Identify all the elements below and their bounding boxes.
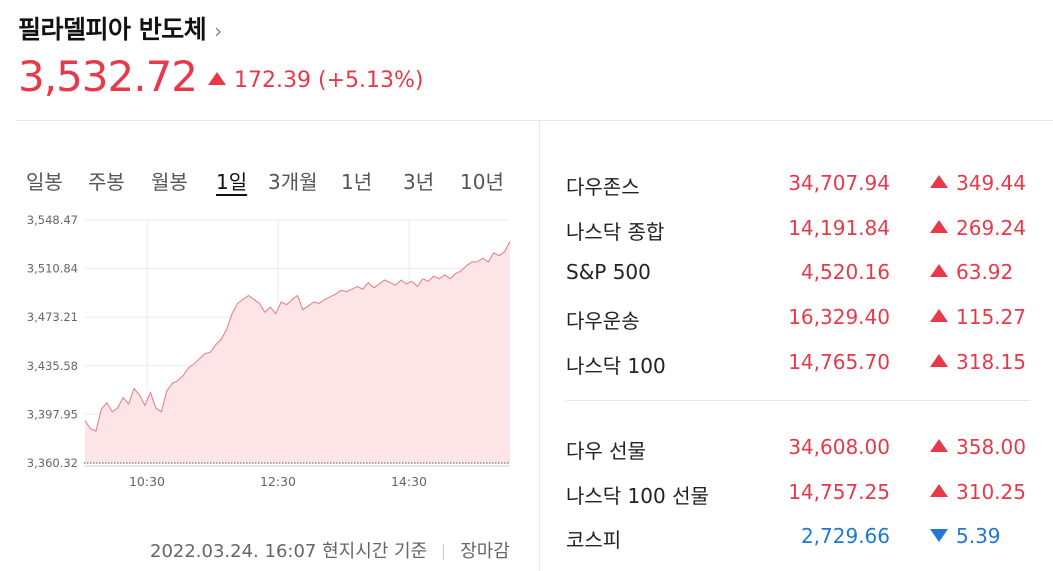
index-value: 2,729.66: [800, 524, 890, 549]
y-tick-label: 3,435.58: [27, 359, 78, 373]
tab-3month[interactable]: 3개월: [268, 170, 318, 194]
up-triangle-icon: [930, 353, 948, 367]
index-change: 269.24: [930, 216, 1026, 240]
price-area: [85, 241, 510, 463]
index-name: 나스닥 100 선물: [566, 483, 709, 508]
vertical-divider: [539, 120, 540, 571]
index-change: 358.00: [930, 435, 1026, 459]
index-value: 16,329.40: [788, 305, 890, 330]
index-row[interactable]: 나스닥 종합 14,191.84 269.24: [566, 216, 1030, 246]
divider: [566, 400, 1030, 401]
index-change: 63.92: [930, 260, 1013, 284]
y-tick-label: 3,360.32: [27, 456, 78, 470]
index-change: 5.39: [930, 524, 1001, 548]
index-change-value: 115.27: [956, 305, 1026, 330]
index-value: 14,757.25: [788, 479, 890, 504]
index-title-text: 필라델피아 반도체: [18, 15, 207, 44]
index-value: 14,765.70: [788, 349, 890, 374]
index-change-value: 5.39: [956, 524, 1001, 549]
tab-weekly[interactable]: 주봉: [88, 170, 125, 194]
market-status: 장마감: [460, 541, 510, 562]
index-row[interactable]: 나스닥 100 선물 14,757.25 310.25: [566, 480, 1030, 510]
index-value: 34,608.00: [788, 435, 890, 459]
change-value: 172.39: [234, 68, 311, 93]
divider: [16, 120, 1053, 121]
index-value: 4,520.16: [800, 260, 890, 285]
index-row[interactable]: 코스피 2,729.66 5.39: [566, 524, 1030, 554]
y-tick-label: 3,473.21: [27, 310, 78, 324]
y-tick-label: 3,510.84: [27, 262, 78, 276]
index-name: 나스닥 종합: [566, 219, 665, 244]
index-change-value: 349.44: [956, 171, 1026, 195]
index-change: 115.27: [930, 305, 1026, 329]
index-change-value: 310.25: [956, 479, 1026, 504]
index-change: 349.44: [930, 171, 1026, 195]
y-tick-label: 3,397.95: [27, 407, 78, 421]
x-tick-label: 12:30: [260, 474, 296, 489]
index-title[interactable]: 필라델피아 반도체 ›: [18, 10, 222, 46]
index-row[interactable]: S&P 500 4,520.16 63.92: [566, 260, 1030, 290]
index-change-value: 269.24: [956, 215, 1026, 240]
tab-1year[interactable]: 1년: [341, 170, 373, 194]
index-name: 나스닥 100: [566, 353, 666, 378]
index-row[interactable]: 다우 선물 34,608.00 358.00: [566, 435, 1030, 465]
current-price: 3,532.72: [18, 52, 198, 101]
down-triangle-icon: [930, 529, 948, 543]
price-change: 172.39 (+5.13%): [208, 68, 423, 93]
x-tick-label: 14:30: [391, 474, 427, 489]
up-triangle-icon: [930, 309, 948, 323]
tab-daily[interactable]: 일봉: [26, 170, 63, 194]
up-triangle-icon: [930, 439, 948, 452]
chevron-right-icon: ›: [214, 19, 222, 43]
up-triangle-icon: [208, 71, 226, 85]
tab-10year[interactable]: 10년: [460, 170, 504, 194]
index-value: 34,707.94: [788, 171, 890, 195]
change-percent: (+5.13%): [317, 68, 424, 93]
index-name: 다우존스: [566, 175, 640, 199]
index-change: 310.25: [930, 480, 1026, 504]
index-name: 다우 선물: [566, 439, 646, 463]
tab-1day[interactable]: 1일: [216, 170, 248, 194]
index-row[interactable]: 다우존스 34,707.94 349.44: [566, 171, 1030, 201]
up-triangle-icon: [930, 175, 948, 188]
index-row[interactable]: 다우운송 16,329.40 115.27: [566, 305, 1030, 335]
index-change: 318.15: [930, 350, 1026, 374]
tab-monthly[interactable]: 월봉: [151, 170, 188, 194]
index-name: 다우운송: [566, 309, 640, 334]
index-name: S&P 500: [566, 260, 651, 285]
index-change-value: 318.15: [956, 349, 1026, 374]
tab-3year[interactable]: 3년: [403, 170, 435, 194]
x-tick-label: 10:30: [129, 474, 165, 489]
index-change-value: 63.92: [956, 260, 1014, 285]
index-value: 14,191.84: [788, 215, 890, 240]
price-line: [84, 241, 511, 432]
divider: [443, 544, 445, 560]
index-change-value: 358.00: [956, 435, 1026, 459]
index-row[interactable]: 나스닥 100 14,765.70 318.15: [566, 350, 1030, 380]
y-tick-label: 3,548.47: [27, 213, 78, 227]
up-triangle-icon: [930, 219, 948, 233]
market-time: 2022.03.24. 16:07 현지시간 기준: [150, 541, 428, 562]
up-triangle-icon: [930, 483, 948, 497]
up-triangle-icon: [930, 264, 948, 278]
market-footer: 2022.03.24. 16:07 현지시간 기준 장마감: [150, 537, 510, 563]
intraday-chart[interactable]: 3,548.47 3,510.84 3,473.21 3,435.58 3,397.95…: [0, 205, 530, 500]
index-name: 코스피: [566, 528, 622, 553]
